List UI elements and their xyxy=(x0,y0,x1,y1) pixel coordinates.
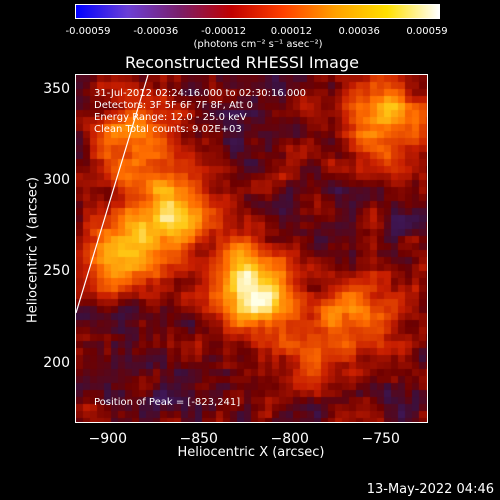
peak-position-label: Position of Peak = [-823,241] xyxy=(94,397,241,408)
x-tick-label: −750 xyxy=(361,431,400,447)
y-tick-label: 250 xyxy=(43,263,70,280)
limb-overlay xyxy=(76,75,149,314)
x-tick-label: −900 xyxy=(88,431,127,447)
y-tick-label: 200 xyxy=(43,354,70,371)
y-axis-label: Heliocentric Y (arcsec) xyxy=(25,177,41,323)
colorbar-tick-label: 0.00012 xyxy=(270,26,313,37)
solar-limb-line xyxy=(76,75,149,314)
x-axis-label: Heliocentric X (arcsec) xyxy=(177,445,325,460)
colorbar-tick-label: 0.00059 xyxy=(406,26,448,37)
y-tick-label: 350 xyxy=(43,80,70,97)
colorbar xyxy=(75,4,440,19)
colorbar-tick-label: -0.00059 xyxy=(65,26,111,37)
x-tick-label: −850 xyxy=(179,431,218,447)
plot-title: Reconstructed RHESSI Image xyxy=(125,53,359,72)
colorbar-tick-label: 0.00036 xyxy=(338,26,380,37)
timestamp: 13-May-2022 04:46 xyxy=(366,482,494,497)
x-tick-label: −800 xyxy=(270,431,309,447)
colorbar-units-label: (photons cm⁻² s⁻¹ asec⁻²) xyxy=(193,39,323,50)
info-line: 31-Jul-2012 02:24:16.000 to 02:30:16.000 xyxy=(94,88,306,99)
colorbar-tick-label: -0.00012 xyxy=(201,26,247,37)
image-plot-area xyxy=(75,74,428,423)
info-line: Energy Range: 12.0 - 25.0 keV xyxy=(94,112,247,123)
colorbar-tick-label: -0.00036 xyxy=(133,26,179,37)
heatmap-canvas xyxy=(76,75,427,422)
info-line: Detectors: 3F 5F 6F 7F 8F, Att 0 xyxy=(94,100,254,111)
y-tick-label: 300 xyxy=(43,171,70,188)
info-line: Clean Total counts: 9.02E+03 xyxy=(94,124,242,135)
